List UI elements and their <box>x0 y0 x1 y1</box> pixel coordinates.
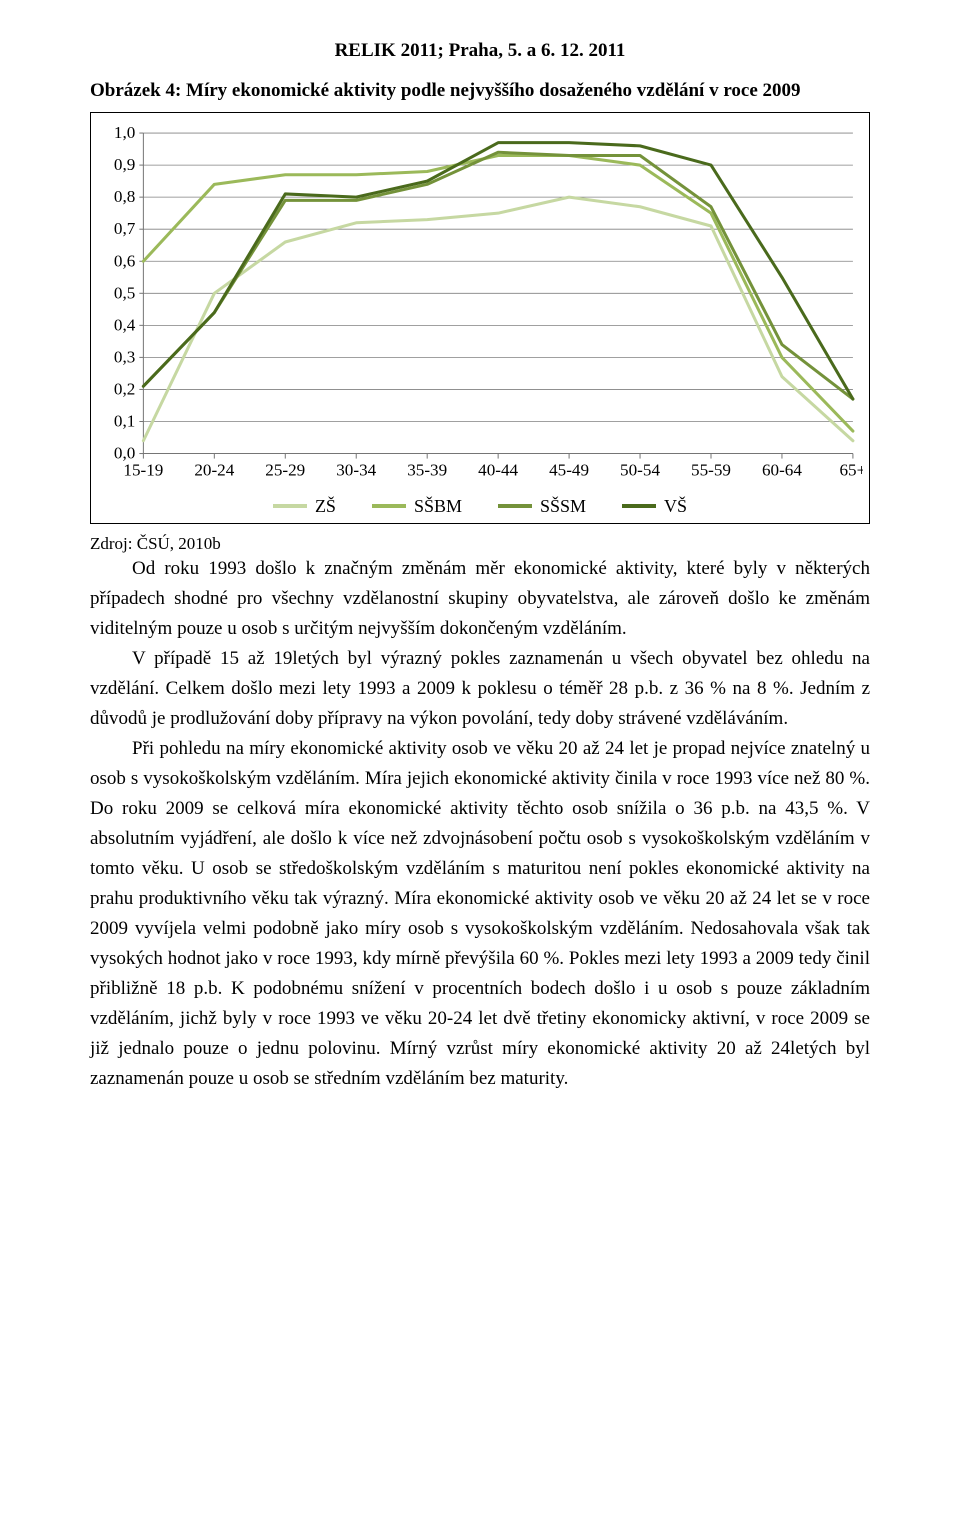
paragraph: Při pohledu na míry ekonomické aktivity … <box>90 734 870 1094</box>
svg-text:20-24: 20-24 <box>194 461 234 480</box>
legend-label: VŠ <box>664 496 687 517</box>
svg-text:40-44: 40-44 <box>478 461 518 480</box>
chart-legend: ZŠ SŠBM SŠSM VŠ <box>97 496 863 517</box>
svg-text:35-39: 35-39 <box>407 461 447 480</box>
figure-source: Zdroj: ČSÚ, 2010b <box>90 534 870 554</box>
legend-swatch <box>498 504 532 508</box>
page-header: RELIK 2011; Praha, 5. a 6. 12. 2011 <box>90 40 870 62</box>
legend-swatch <box>622 504 656 508</box>
svg-text:0,5: 0,5 <box>114 283 135 302</box>
figure-caption: Obrázek 4: Míry ekonomické aktivity podl… <box>90 80 870 102</box>
header-text: RELIK 2011; Praha, 5. a 6. 12. 2011 <box>335 40 626 61</box>
line-chart: 0,00,10,20,30,40,50,60,70,80,91,015-1920… <box>97 127 863 490</box>
chart-box: 0,00,10,20,30,40,50,60,70,80,91,015-1920… <box>90 112 870 524</box>
legend-swatch <box>273 504 307 508</box>
svg-text:0,7: 0,7 <box>114 219 136 238</box>
svg-text:45-49: 45-49 <box>549 461 589 480</box>
svg-text:15-19: 15-19 <box>123 461 163 480</box>
legend-item: SŠSM <box>498 496 586 517</box>
svg-text:30-34: 30-34 <box>336 461 376 480</box>
svg-text:0,1: 0,1 <box>114 412 135 431</box>
legend-item: ZŠ <box>273 496 336 517</box>
svg-text:1,0: 1,0 <box>114 127 135 142</box>
svg-text:0,6: 0,6 <box>114 251 136 270</box>
legend-label: ZŠ <box>315 496 336 517</box>
legend-label: SŠBM <box>414 496 462 517</box>
svg-text:65+: 65+ <box>840 461 863 480</box>
legend-item: SŠBM <box>372 496 462 517</box>
svg-text:50-54: 50-54 <box>620 461 660 480</box>
page-container: RELIK 2011; Praha, 5. a 6. 12. 2011 Obrá… <box>0 0 960 1154</box>
paragraph: V případě 15 až 19letých byl výrazný pok… <box>90 644 870 734</box>
legend-swatch <box>372 504 406 508</box>
legend-label: SŠSM <box>540 496 586 517</box>
svg-text:55-59: 55-59 <box>691 461 731 480</box>
svg-text:0,2: 0,2 <box>114 379 135 398</box>
svg-text:60-64: 60-64 <box>762 461 802 480</box>
svg-text:0,3: 0,3 <box>114 347 135 366</box>
svg-text:0,8: 0,8 <box>114 187 135 206</box>
paragraph: Od roku 1993 došlo k značným změnám měr … <box>90 554 870 644</box>
svg-text:0,9: 0,9 <box>114 155 135 174</box>
svg-text:25-29: 25-29 <box>265 461 305 480</box>
body-text: Od roku 1993 došlo k značným změnám měr … <box>90 554 870 1094</box>
svg-text:0,4: 0,4 <box>114 315 136 334</box>
legend-item: VŠ <box>622 496 687 517</box>
